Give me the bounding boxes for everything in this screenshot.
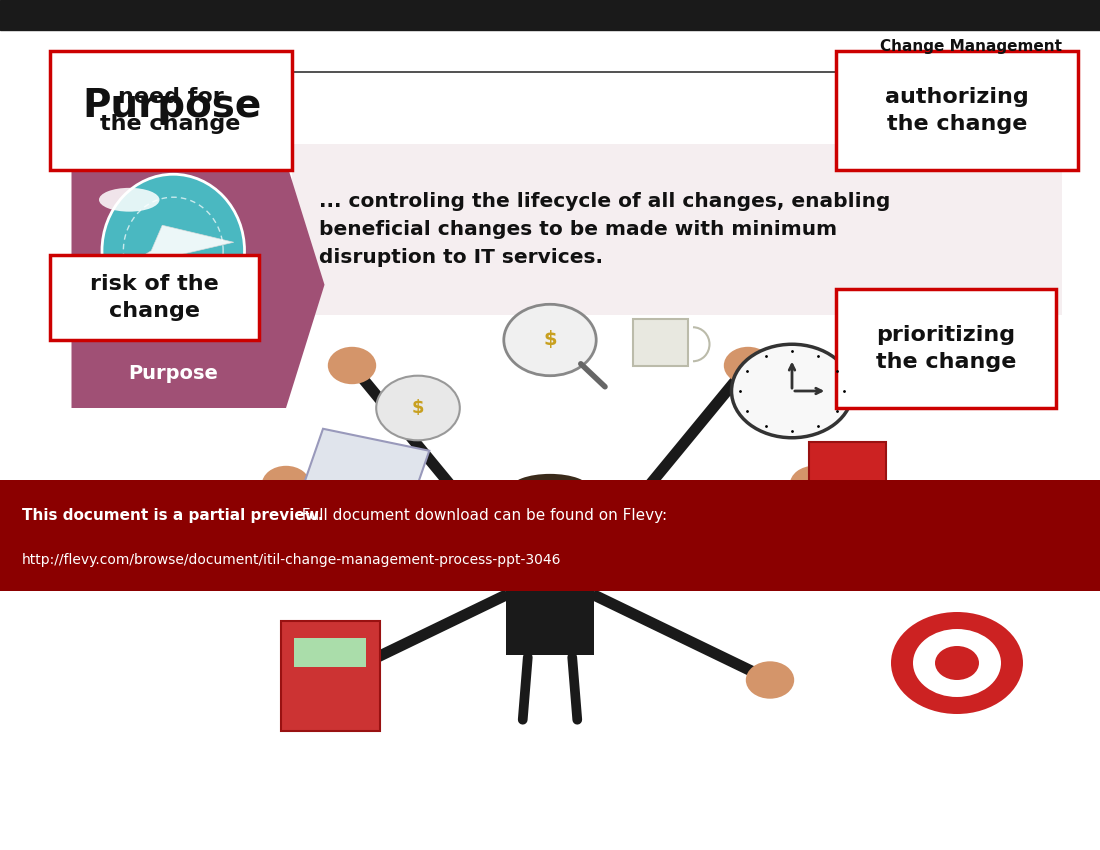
Text: $: $ xyxy=(543,331,557,349)
Circle shape xyxy=(790,466,838,503)
Ellipse shape xyxy=(99,188,160,212)
Circle shape xyxy=(376,376,460,440)
Text: Purpose: Purpose xyxy=(82,88,262,125)
Circle shape xyxy=(724,347,772,384)
Circle shape xyxy=(935,646,979,680)
Circle shape xyxy=(732,344,852,438)
Circle shape xyxy=(328,347,376,384)
Bar xyxy=(506,536,594,654)
Text: risk of the
change: risk of the change xyxy=(89,275,219,320)
Text: need for
the change: need for the change xyxy=(100,88,241,133)
Bar xyxy=(0,0,1100,30)
Bar xyxy=(836,51,1078,170)
Bar xyxy=(294,638,366,667)
Ellipse shape xyxy=(510,474,590,503)
Circle shape xyxy=(306,661,354,699)
Text: $: $ xyxy=(411,399,425,417)
Text: Purpose: Purpose xyxy=(129,365,218,383)
Text: ... controling the lifecycle of all changes, enabling
beneficial changes to be m: ... controling the lifecycle of all chan… xyxy=(319,192,890,267)
Bar xyxy=(280,620,380,731)
Circle shape xyxy=(891,612,1023,714)
Circle shape xyxy=(512,476,588,536)
Bar xyxy=(808,442,886,536)
Text: prioritizing
the change: prioritizing the change xyxy=(876,326,1016,371)
Bar xyxy=(836,289,1056,408)
Bar xyxy=(292,144,1062,314)
Circle shape xyxy=(504,304,596,376)
Text: http://flevy.com/browse/document/itil-change-management-process-ppt-3046: http://flevy.com/browse/document/itil-ch… xyxy=(22,552,561,567)
Circle shape xyxy=(746,661,794,699)
Text: Full document download can be found on Flevy:: Full document download can be found on F… xyxy=(292,508,667,523)
Polygon shape xyxy=(72,162,324,408)
Circle shape xyxy=(262,466,310,503)
Text: This document is a partial preview.: This document is a partial preview. xyxy=(22,508,323,523)
Ellipse shape xyxy=(102,174,244,327)
Bar xyxy=(50,51,292,170)
Bar xyxy=(50,255,258,340)
Bar xyxy=(286,428,429,558)
Bar xyxy=(632,319,688,366)
Ellipse shape xyxy=(165,294,226,318)
Circle shape xyxy=(913,629,1001,697)
Polygon shape xyxy=(123,225,233,268)
Text: Change Management: Change Management xyxy=(880,39,1062,54)
Bar xyxy=(0,480,1100,591)
Text: authorizing
the change: authorizing the change xyxy=(886,88,1028,133)
